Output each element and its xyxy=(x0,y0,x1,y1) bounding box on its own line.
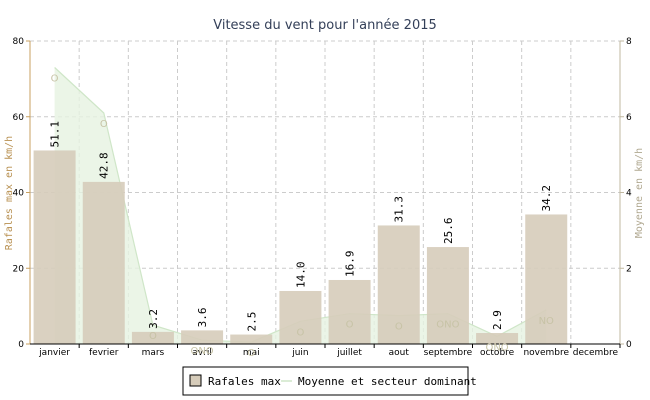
bar-value-label: 3.2 xyxy=(147,309,160,329)
bar-janvier xyxy=(33,150,76,344)
bar-value-labels: 51.1 42.8 3.2 3.6 2.5 14.0 16.9 31.3 25.6 2.9 34.2 xyxy=(49,121,554,332)
x-tick-label-mars: mars xyxy=(142,348,165,358)
sector-label-janvier: O xyxy=(51,74,59,85)
left-axis-ticks: 0 20 40 60 80 xyxy=(13,37,30,350)
left-tick-label: 20 xyxy=(13,264,25,274)
x-tick-label-septembre: septembre xyxy=(424,348,473,358)
sector-label-avril: ONO xyxy=(190,346,213,357)
gust-bars xyxy=(33,150,568,344)
bar-value-label: 25.6 xyxy=(442,218,455,245)
x-tick-label-novembre: novembre xyxy=(523,348,569,358)
sector-label-juillet: O xyxy=(346,320,354,331)
legend-line-label: Moyenne et secteur dominant xyxy=(298,375,477,388)
bar-value-label: 2.5 xyxy=(245,312,258,332)
x-tick-label-juin: juin xyxy=(291,348,308,358)
x-tick-label-octobre: octobre xyxy=(480,348,515,358)
right-tick-label: 8 xyxy=(626,37,632,47)
x-tick-label-mai: mai xyxy=(243,348,260,358)
sector-label-septembre: ONO xyxy=(436,320,459,331)
category-ticks: janvier fevrier mars avril mai juin juillet aou… xyxy=(38,344,621,358)
bar-mai xyxy=(230,334,273,344)
bar-novembre xyxy=(525,214,568,344)
bar-juin xyxy=(279,290,322,344)
x-tick-label-aout: aout xyxy=(389,348,410,358)
left-tick-label: 0 xyxy=(18,340,24,350)
x-tick-label-janvier: janvier xyxy=(38,348,70,358)
right-tick-label: 2 xyxy=(626,264,632,274)
x-tick-label-juillet: juillet xyxy=(336,348,362,358)
bar-value-label: 31.3 xyxy=(393,196,406,223)
bar-octobre xyxy=(476,333,519,344)
x-tick-label-avril: avril xyxy=(192,348,212,358)
bar-value-label: 14.0 xyxy=(294,261,307,288)
right-tick-label: 0 xyxy=(626,340,632,350)
legend-bar-swatch xyxy=(189,374,202,387)
right-tick-label: 4 xyxy=(626,189,632,199)
right-tick-label: 6 xyxy=(626,113,632,123)
sector-label-novembre: NO xyxy=(539,316,554,327)
sector-label-octobre: ONO xyxy=(485,342,508,353)
x-tick-label-decembre: decembre xyxy=(573,348,619,358)
left-tick-label: 80 xyxy=(13,37,25,47)
bar-avril xyxy=(181,330,224,344)
chart-title: Vitesse du vent pour l'année 2015 xyxy=(213,18,437,33)
sector-label-fevrier: O xyxy=(100,119,108,130)
left-axis-title: Rafales max en km/h xyxy=(4,136,15,250)
sector-labels: O O O ONO O O O O ONO ONO NO xyxy=(51,74,554,360)
bar-septembre xyxy=(426,247,469,344)
sector-label-juin: O xyxy=(296,327,304,338)
bar-value-label: 16.9 xyxy=(344,250,357,277)
bar-mars xyxy=(131,331,174,344)
right-axis-title: Moyenne en km/h xyxy=(634,148,645,238)
bar-juillet xyxy=(328,279,371,344)
bar-aout xyxy=(377,225,420,344)
sector-label-aout: O xyxy=(395,322,403,333)
bar-value-label: 51.1 xyxy=(49,121,62,148)
right-axis-ticks: 0 2 4 6 8 xyxy=(620,37,632,350)
sector-label-mars: O xyxy=(149,331,157,342)
bar-value-label: 3.6 xyxy=(196,307,209,327)
bar-value-label: 42.8 xyxy=(98,152,111,179)
bar-value-label: 34.2 xyxy=(540,185,553,212)
bar-value-label: 2.9 xyxy=(491,310,504,330)
sector-label-mai: O xyxy=(247,348,255,359)
legend-box xyxy=(182,366,469,396)
left-tick-label: 60 xyxy=(13,113,25,123)
bar-fevrier xyxy=(82,181,125,344)
legend: Rafales max Moyenne et secteur dominant xyxy=(182,366,477,396)
left-tick-label: 40 xyxy=(13,189,25,199)
x-tick-label-fevrier: fevrier xyxy=(89,348,119,358)
legend-bar-label: Rafales max xyxy=(208,375,281,388)
